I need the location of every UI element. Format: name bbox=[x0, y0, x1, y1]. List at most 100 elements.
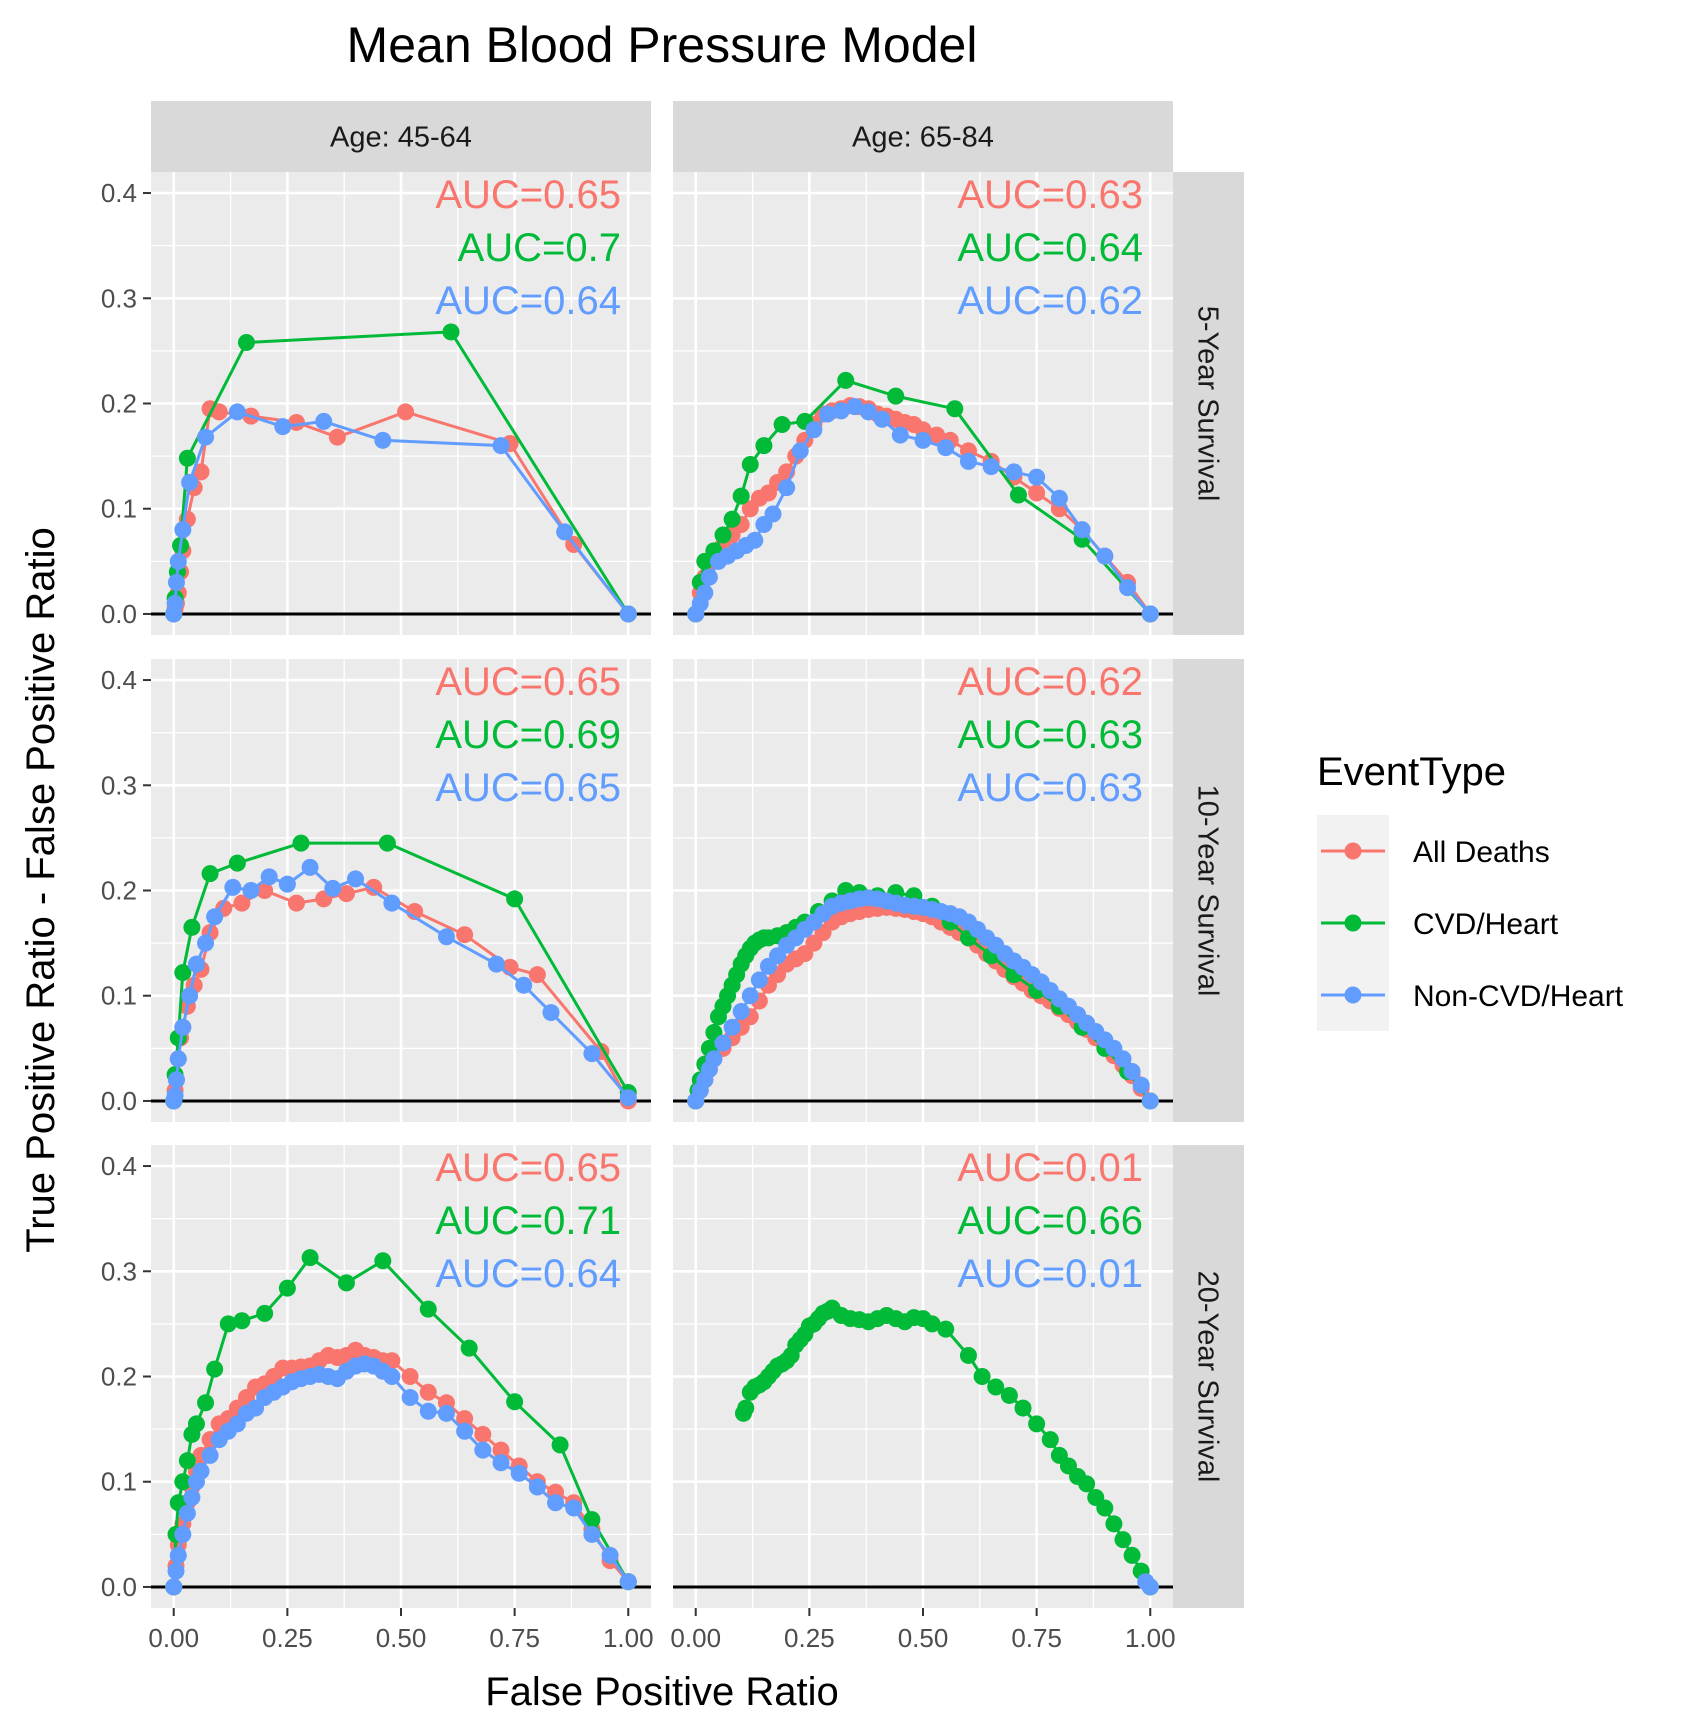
legend-label: CVD/Heart bbox=[1413, 908, 1559, 941]
data-point bbox=[492, 1454, 510, 1472]
x-tick-label: 1.00 bbox=[1125, 1623, 1176, 1653]
data-point bbox=[959, 1346, 977, 1364]
x-tick-label: 1.00 bbox=[603, 1623, 654, 1653]
data-point bbox=[1028, 484, 1046, 502]
data-point bbox=[723, 510, 741, 528]
data-point bbox=[583, 1511, 601, 1529]
row-strip-label: 10-Year Survival bbox=[1192, 785, 1224, 997]
data-point bbox=[181, 473, 199, 491]
data-point bbox=[260, 868, 278, 886]
data-point bbox=[278, 1279, 296, 1297]
data-point bbox=[274, 418, 292, 436]
legend-key-point bbox=[1344, 986, 1362, 1004]
data-point bbox=[746, 531, 764, 549]
data-point bbox=[197, 934, 215, 952]
data-point bbox=[1141, 1092, 1159, 1110]
x-axis-title: False Positive Ratio bbox=[485, 1670, 838, 1714]
data-point bbox=[619, 1573, 637, 1591]
data-point bbox=[292, 834, 310, 852]
data-point bbox=[778, 479, 796, 497]
data-point bbox=[1050, 489, 1068, 507]
data-point bbox=[583, 1045, 601, 1063]
x-tick-label: 0.75 bbox=[1011, 1623, 1062, 1653]
data-point bbox=[324, 879, 342, 897]
auc-annotation: AUC=0.7 bbox=[458, 226, 621, 270]
data-point bbox=[750, 971, 768, 989]
column-strip-label: Age: 45-64 bbox=[330, 122, 472, 154]
data-point bbox=[723, 1018, 741, 1036]
row-strip-label: 20-Year Survival bbox=[1192, 1271, 1224, 1483]
data-point bbox=[169, 552, 187, 570]
data-point bbox=[737, 1399, 755, 1417]
auc-annotation: AUC=0.69 bbox=[435, 713, 621, 757]
data-point bbox=[959, 452, 977, 470]
auc-annotation: AUC=0.64 bbox=[957, 226, 1143, 270]
x-tick-label: 0.75 bbox=[489, 1623, 540, 1653]
data-point bbox=[528, 966, 546, 984]
data-point bbox=[1014, 1399, 1032, 1417]
data-point bbox=[237, 333, 255, 351]
data-point bbox=[233, 1312, 251, 1330]
data-point bbox=[174, 1473, 192, 1491]
data-point bbox=[1096, 1499, 1114, 1517]
data-point bbox=[982, 458, 1000, 476]
data-point bbox=[837, 371, 855, 389]
y-tick-label: 0.0 bbox=[101, 599, 137, 629]
data-point bbox=[397, 403, 415, 421]
data-point bbox=[315, 412, 333, 430]
data-point bbox=[732, 487, 750, 505]
legend-key-point bbox=[1344, 914, 1362, 932]
data-point bbox=[914, 431, 932, 449]
data-point bbox=[169, 1546, 187, 1564]
data-point bbox=[165, 1578, 183, 1596]
data-point bbox=[859, 403, 877, 421]
data-point bbox=[337, 885, 355, 903]
data-point bbox=[773, 416, 791, 434]
data-point bbox=[210, 403, 228, 421]
data-point bbox=[506, 1393, 524, 1411]
data-point bbox=[228, 403, 246, 421]
data-point bbox=[437, 928, 455, 946]
panel: 0.0 0.1 0.2 0.3 0.4 AUC=0.65 AUC=0.69 AUC=0.65 bbox=[101, 659, 651, 1122]
data-point bbox=[383, 1368, 401, 1385]
data-point bbox=[256, 882, 274, 899]
y-tick-label: 0.4 bbox=[101, 665, 137, 695]
panel: 0.0 0.1 0.2 0.3 0.4 0.00 0.25 0.50 0.75 1.00 AUC=0… bbox=[101, 1145, 654, 1653]
auc-annotation: AUC=0.66 bbox=[957, 1199, 1143, 1243]
data-point bbox=[1105, 1515, 1123, 1533]
data-point bbox=[1041, 1431, 1059, 1449]
data-point bbox=[242, 882, 260, 899]
data-point bbox=[987, 1378, 1005, 1396]
data-point bbox=[474, 1425, 492, 1443]
data-point bbox=[1009, 486, 1027, 504]
x-tick-label: 0.50 bbox=[376, 1623, 427, 1653]
auc-annotation: AUC=0.63 bbox=[957, 173, 1143, 217]
data-point bbox=[192, 463, 210, 481]
data-point bbox=[937, 439, 955, 457]
data-point bbox=[714, 526, 732, 544]
data-point bbox=[374, 431, 392, 449]
data-point bbox=[487, 955, 505, 973]
data-point bbox=[873, 410, 891, 428]
data-point bbox=[192, 1462, 210, 1480]
data-point bbox=[201, 1446, 219, 1464]
legend: EventType All Deaths CVD/Heart Non-CVD/Hea… bbox=[1317, 750, 1624, 1031]
data-point bbox=[565, 1499, 583, 1517]
data-point bbox=[166, 594, 184, 612]
data-point bbox=[1073, 521, 1091, 539]
data-point bbox=[791, 442, 809, 460]
data-point bbox=[224, 878, 242, 896]
data-point bbox=[1096, 547, 1114, 565]
data-point bbox=[287, 894, 305, 912]
data-point bbox=[732, 1003, 750, 1021]
data-point bbox=[174, 521, 192, 539]
data-point bbox=[301, 858, 319, 876]
data-point bbox=[456, 1422, 474, 1440]
data-point bbox=[197, 428, 215, 446]
data-point bbox=[551, 1436, 569, 1454]
data-point bbox=[278, 875, 296, 893]
data-point bbox=[401, 1389, 419, 1407]
y-tick-label: 0.1 bbox=[101, 1467, 137, 1497]
data-point bbox=[1141, 1578, 1159, 1596]
legend-label: Non-CVD/Heart bbox=[1413, 980, 1624, 1013]
